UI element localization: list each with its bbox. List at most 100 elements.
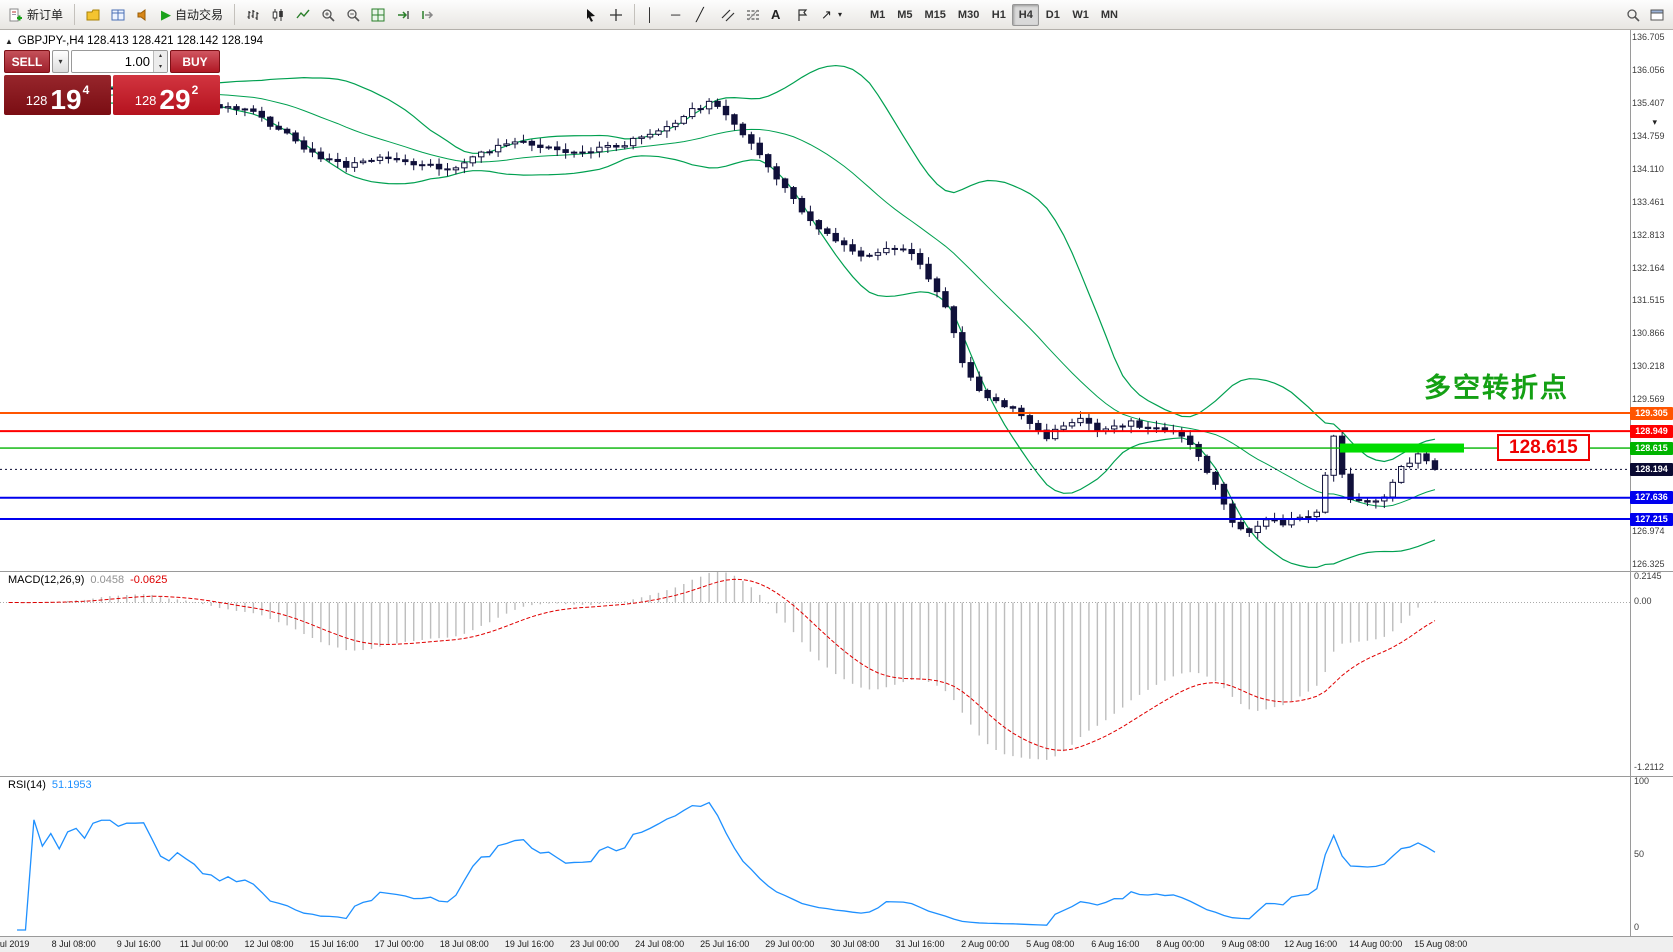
macd-main-value: 0.0458 (90, 574, 125, 586)
time-label: 2 Aug 00:00 (961, 939, 1010, 949)
chart-annotation-text: 多空转折点 (1424, 373, 1569, 403)
search-button[interactable] (1621, 3, 1645, 27)
play-icon: ▶ (161, 7, 172, 22)
vertical-line-button[interactable]: │ (641, 3, 665, 27)
text-label-icon (798, 8, 808, 21)
order-settings-dropdown[interactable]: ▾ (52, 50, 69, 73)
price-tick: 130.218 (1632, 361, 1665, 372)
macd-axis-top: 0.2145 (1634, 571, 1662, 581)
rsi-name: RSI(14) (8, 779, 46, 791)
line-chart-button[interactable] (291, 3, 315, 27)
time-label: 9 Jul 16:00 (116, 939, 161, 949)
text-icon: A (771, 7, 781, 22)
bar-chart-button[interactable] (241, 3, 265, 27)
data-window-icon (111, 9, 125, 20)
zoom-out-button[interactable] (341, 3, 365, 27)
main-toolbar: 新订单 ▶ 自动交易 (0, 0, 1673, 30)
bar-chart-icon (247, 9, 259, 20)
price-axis[interactable]: 136.705 136.056 135.407 134.759 134.110 133.4… (1630, 30, 1673, 936)
volume-stepper: ▴ ▾ (153, 51, 167, 72)
time-label: 12 Jul 08:00 (244, 939, 294, 949)
toolbar-separator (234, 4, 236, 25)
price-tick: 136.056 (1632, 65, 1665, 76)
volume-increase-button[interactable]: ▴ (154, 51, 167, 62)
rsi-indicator-label: RSI(14) 51.1953 (8, 779, 92, 791)
price-tick: 131.515 (1632, 295, 1665, 306)
profile-folder-icon (86, 9, 100, 20)
new-order-button[interactable]: 新订单 (4, 3, 68, 27)
cursor-button[interactable] (579, 3, 603, 27)
timeframe-m1-button[interactable]: M1 (864, 4, 891, 26)
trendline-button[interactable]: ╱ (691, 3, 715, 27)
level-price-label: 127.215 (1630, 512, 1673, 526)
toolbar-separator (634, 4, 636, 25)
time-label: 15 Aug 08:00 (1414, 939, 1468, 949)
timeframe-mn-button[interactable]: MN (1095, 4, 1124, 26)
level-price-label: 128.615 (1630, 441, 1673, 455)
sell-price-button[interactable]: 128 19 4 (4, 75, 111, 115)
buy-price-pip: 2 (191, 83, 199, 97)
buy-price-main: 128 (134, 93, 157, 108)
channel-icon (721, 9, 735, 21)
new-chart-button[interactable] (1645, 3, 1669, 27)
crosshair-button[interactable] (604, 3, 628, 27)
macd-axis-zero: 0.00 (1634, 596, 1652, 606)
rsi-value: 51.1953 (51, 779, 92, 791)
time-label: 8 Aug 00:00 (1156, 939, 1205, 949)
text-button[interactable]: A (766, 3, 790, 27)
text-label-button[interactable] (791, 3, 815, 27)
zoom-in-button[interactable] (316, 3, 340, 27)
price-tick: 133.461 (1632, 196, 1665, 207)
buy-button[interactable]: BUY (170, 50, 220, 73)
timeframe-h4-button[interactable]: H4 (1012, 3, 1040, 26)
rsi-axis-top: 100 (1634, 776, 1650, 786)
symbol-info: ▲ GBPJPY-,H4 128.413 128.421 128.142 128… (5, 35, 263, 47)
price-tick: 129.569 (1632, 394, 1665, 405)
auto-trading-button[interactable]: ▶ 自动交易 (156, 3, 228, 27)
time-label: 17 Jul 00:00 (374, 939, 424, 949)
auto-scroll-button[interactable] (391, 3, 415, 27)
volume-decrease-button[interactable]: ▾ (154, 61, 167, 72)
fibonacci-button[interactable] (741, 3, 765, 27)
horizontal-line-button[interactable]: ─ (666, 3, 690, 27)
candlestick-chart-button[interactable] (266, 3, 290, 27)
timeframe-d1-button[interactable]: D1 (1039, 4, 1066, 26)
vertical-line-icon: │ (646, 7, 655, 22)
timeframe-m30-button[interactable]: M30 (952, 4, 985, 26)
equidistant-channel-button[interactable] (716, 3, 740, 27)
time-axis[interactable]: 5 Jul 2019 8 Jul 08:00 9 Jul 16:00 11 Jul 0… (0, 937, 1673, 952)
time-label: 6 Aug 16:00 (1091, 939, 1140, 949)
time-label: 29 Jul 00:00 (765, 939, 815, 949)
chevron-down-icon: ▾ (837, 10, 842, 19)
level-price-label: 129.305 (1630, 406, 1673, 420)
timeframe-w1-button[interactable]: W1 (1066, 4, 1095, 26)
chart-shift-button[interactable] (416, 3, 440, 27)
rsi-axis-bottom: 0 (1634, 922, 1640, 932)
speaker-icon (137, 8, 146, 21)
volume-field: ▴ ▾ (71, 50, 168, 73)
volume-input[interactable] (72, 51, 153, 72)
price-tick: 132.164 (1632, 262, 1665, 273)
chart-menu-icon[interactable]: ▲ (5, 36, 13, 46)
alerts-button[interactable] (131, 3, 155, 27)
time-label: 30 Jul 08:00 (830, 939, 880, 949)
price-callout-box: 128.615 (1497, 434, 1590, 461)
data-window-button[interactable] (106, 3, 130, 27)
price-tick: 132.813 (1632, 229, 1665, 240)
arrow-tools-button[interactable]: ↗ ▾ (816, 3, 847, 27)
sell-button[interactable]: SELL (4, 50, 50, 73)
auto-trading-label: 自动交易 (175, 8, 224, 22)
timeframe-h1-button[interactable]: H1 (985, 4, 1012, 26)
timeframe-m5-button[interactable]: M5 (891, 4, 918, 26)
sell-price-big: 19 (50, 83, 82, 115)
timeframe-m15-button[interactable]: M15 (919, 4, 952, 26)
collapse-trade-panel-button[interactable]: ▾ (1652, 117, 1657, 127)
charts-profile-button[interactable] (81, 3, 105, 27)
price-tick: 126.974 (1632, 525, 1665, 536)
buy-price-button[interactable]: 128 29 2 (113, 75, 220, 115)
new-order-icon (9, 8, 22, 21)
chart-shift-icon (422, 10, 434, 19)
tile-windows-button[interactable] (366, 3, 390, 27)
current-price-label: 128.194 (1630, 462, 1673, 476)
